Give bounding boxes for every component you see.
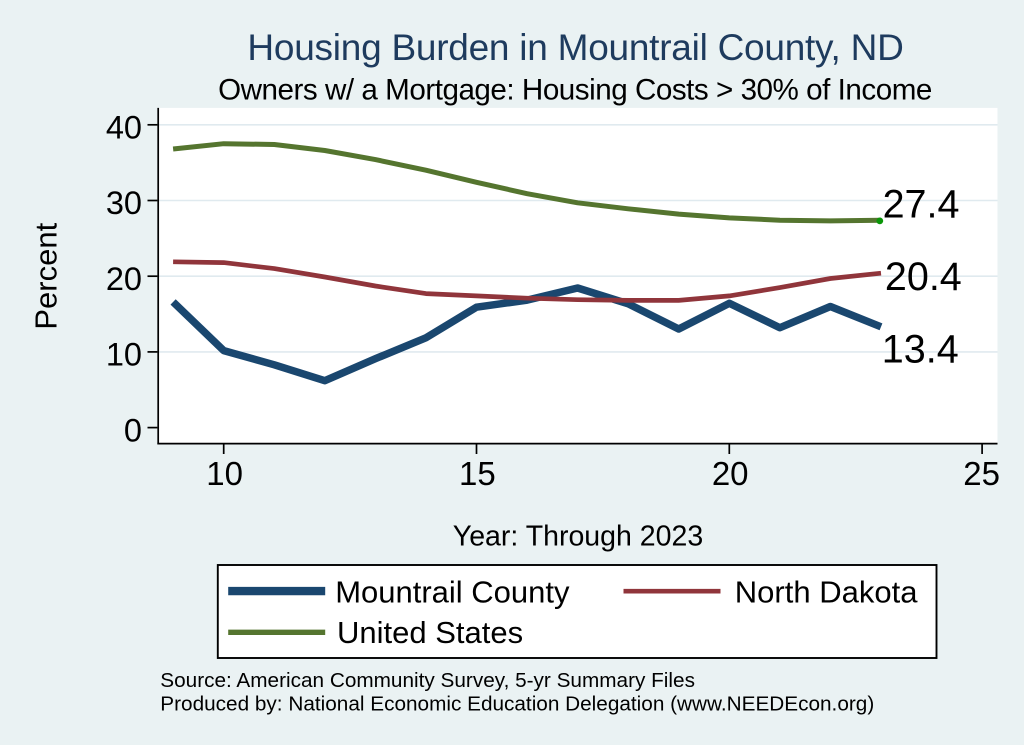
- svg-text:25: 25: [963, 455, 1000, 492]
- svg-text:Mountrail County: Mountrail County: [335, 575, 570, 610]
- svg-text:10: 10: [206, 455, 243, 492]
- svg-text:30: 30: [106, 185, 142, 221]
- svg-text:15: 15: [459, 455, 496, 492]
- svg-text:Year: Through 2023: Year: Through 2023: [453, 521, 703, 553]
- svg-text:20: 20: [106, 261, 142, 297]
- svg-text:0: 0: [124, 412, 142, 448]
- svg-text:United States: United States: [337, 615, 523, 650]
- svg-text:Source: American Community Sur: Source: American Community Survey, 5-yr …: [160, 669, 695, 692]
- svg-text:10: 10: [106, 337, 142, 373]
- svg-text:Housing Burden in Mountrail Co: Housing Burden in Mountrail County, ND: [247, 27, 903, 68]
- svg-text:20.4: 20.4: [885, 255, 962, 299]
- svg-text:20: 20: [712, 455, 749, 492]
- svg-text:North Dakota: North Dakota: [735, 575, 918, 610]
- svg-text:40: 40: [106, 110, 142, 146]
- svg-text:Owners w/ a Mortgage: Housing: Owners w/ a Mortgage: Housing Costs > 30…: [218, 74, 932, 107]
- svg-text:13.4: 13.4: [882, 328, 959, 372]
- svg-text:Percent: Percent: [28, 222, 63, 329]
- svg-text:27.4: 27.4: [883, 182, 960, 226]
- svg-text:Produced by: National Economic: Produced by: National Economic Education…: [160, 692, 874, 715]
